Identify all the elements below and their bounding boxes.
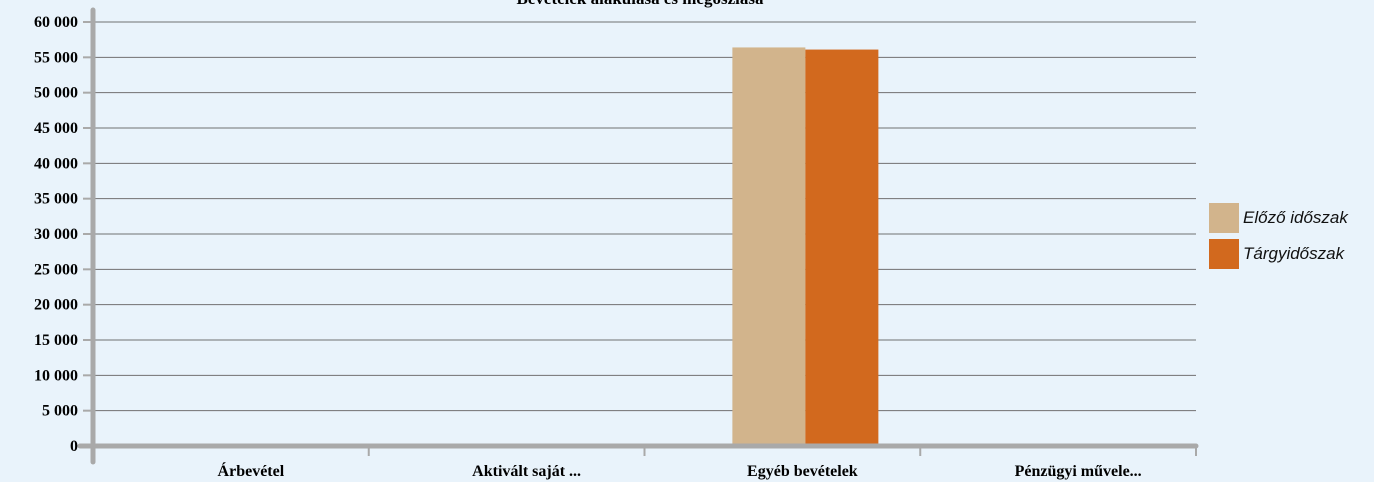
legend-item-current[interactable]: Tárgyidőszak (1209, 236, 1348, 272)
y-tick-label: 15 000 (34, 332, 78, 349)
chart-title: Bevételek alakulása és megoszlása (517, 0, 764, 8)
grid-layer (93, 21, 1196, 412)
y-tick-label: 60 000 (34, 14, 78, 31)
legend-label-current: Tárgyidőszak (1243, 244, 1345, 263)
bar-previous-3 (732, 47, 806, 446)
y-tick-label: 45 000 (34, 120, 78, 137)
x-category-label: Pénzügyi művele... (1015, 463, 1142, 480)
y-tick-label: 40 000 (34, 155, 78, 172)
x-category-label: Aktivált saját ... (472, 463, 581, 480)
label-layer: 0 5 000 10 000 15 000 20 000 25 000 30 000 35 0… (34, 14, 1142, 480)
legend-label-previous: Előző időszak (1243, 208, 1348, 227)
legend-swatch-current (1209, 239, 1239, 269)
y-tick-label: 55 000 (34, 49, 78, 66)
axis-layer (77, 7, 1199, 465)
y-tick-label: 50 000 (34, 85, 78, 102)
y-tick-label: 5 000 (42, 403, 78, 420)
x-category-label: Egyéb bevételek (747, 463, 858, 480)
y-tick-label: 30 000 (34, 226, 78, 243)
y-tick-label: 0 (70, 438, 78, 455)
y-tick-label: 20 000 (34, 297, 78, 314)
bars-layer (732, 47, 879, 447)
y-tick-label: 35 000 (34, 191, 78, 208)
legend-swatch-previous (1209, 203, 1239, 233)
x-category-label: Árbevétel (218, 461, 285, 480)
legend: Előző időszak Tárgyidőszak (1209, 200, 1348, 272)
y-tick-label: 25 000 (34, 261, 78, 278)
y-tick-label: 10 000 (34, 367, 78, 384)
legend-item-previous[interactable]: Előző időszak (1209, 200, 1348, 236)
bar-current-3 (805, 49, 879, 447)
